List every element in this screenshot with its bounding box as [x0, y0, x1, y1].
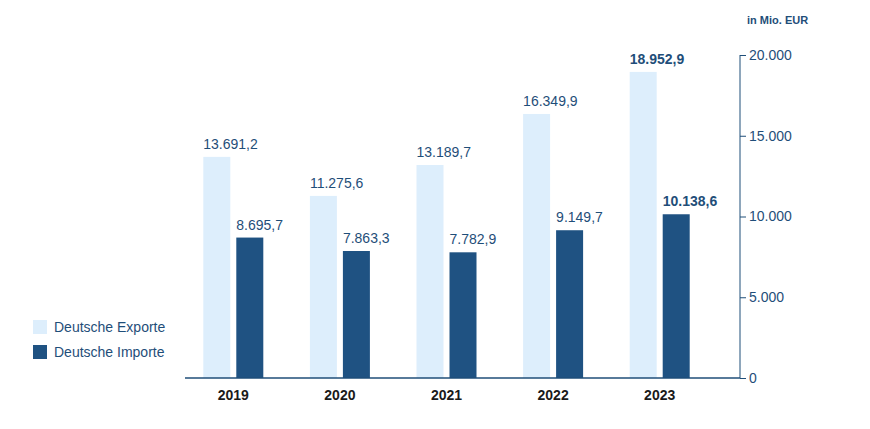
bars — [203, 72, 689, 378]
data-label: 9.149,7 — [556, 209, 603, 225]
data-label: 8.695,7 — [236, 217, 283, 233]
bar — [663, 214, 690, 378]
data-labels: 13.691,2 11.275,6 13.189,7 16.349,9 18.952,9… — [203, 51, 717, 247]
data-label: 11.275,6 — [310, 175, 364, 191]
x-tick: 2019 — [218, 378, 249, 403]
y-tick: 10.000 — [740, 208, 792, 224]
bar — [310, 196, 337, 378]
y-tick-label: 15.000 — [749, 128, 792, 144]
y-tick-mark — [740, 217, 746, 218]
y-tick-label: 5.000 — [749, 289, 784, 305]
bar — [556, 230, 583, 378]
x-tick: 2020 — [324, 378, 355, 403]
bar — [417, 165, 444, 378]
x-tick-label: 2021 — [431, 387, 462, 403]
y-tick-mark — [740, 136, 746, 137]
y-tick: 20.000 — [740, 47, 792, 63]
y-tick-mark — [740, 55, 746, 56]
bar — [523, 114, 550, 378]
legend: Deutsche Exporte Deutsche Importe — [33, 319, 165, 360]
bar — [343, 251, 370, 378]
bar — [630, 72, 657, 378]
y-tick-mark — [740, 297, 746, 298]
legend-swatch — [33, 320, 47, 334]
x-tick: 2023 — [644, 378, 675, 403]
data-label: 13.691,2 — [203, 136, 258, 152]
chart: 13.691,2 11.275,6 13.189,7 16.349,9 18.952,9… — [0, 0, 870, 429]
x-tick-label: 2020 — [324, 387, 355, 403]
data-label: 13.189,7 — [417, 144, 472, 160]
y-tick-mark — [740, 378, 746, 379]
y-tick-label: 10.000 — [749, 208, 792, 224]
x-tick: 2021 — [431, 378, 462, 403]
data-label: 7.782,9 — [450, 231, 497, 247]
y-axis: 0 5.000 10.000 15.000 20.000 — [740, 47, 792, 386]
data-label: 10.138,6 — [663, 193, 718, 209]
y-axis-title: in Mio. EUR — [747, 14, 808, 26]
data-label: 7.863,3 — [343, 230, 390, 246]
y-tick: 15.000 — [740, 128, 792, 144]
x-axis: 2019 2020 2021 2022 2023 — [185, 378, 740, 403]
data-label: 16.349,9 — [523, 93, 578, 109]
x-tick-label: 2019 — [218, 387, 249, 403]
y-tick: 5.000 — [740, 289, 784, 305]
legend-item: Deutsche Importe — [33, 344, 165, 360]
chart-container: 13.691,2 11.275,6 13.189,7 16.349,9 18.952,9… — [0, 0, 870, 429]
legend-label: Deutsche Exporte — [54, 319, 165, 335]
data-label: 18.952,9 — [630, 51, 685, 67]
x-tick: 2022 — [538, 378, 569, 403]
bar — [203, 157, 230, 378]
bar — [236, 238, 263, 378]
x-tick-label: 2022 — [538, 387, 569, 403]
x-tick-label: 2023 — [644, 387, 675, 403]
legend-label: Deutsche Importe — [54, 344, 165, 360]
bar — [450, 252, 477, 378]
y-tick: 0 — [740, 370, 757, 386]
legend-swatch — [33, 345, 47, 359]
y-tick-label: 20.000 — [749, 47, 792, 63]
x-axis-line — [185, 377, 740, 379]
y-tick-label: 0 — [749, 370, 757, 386]
legend-item: Deutsche Exporte — [33, 319, 165, 335]
